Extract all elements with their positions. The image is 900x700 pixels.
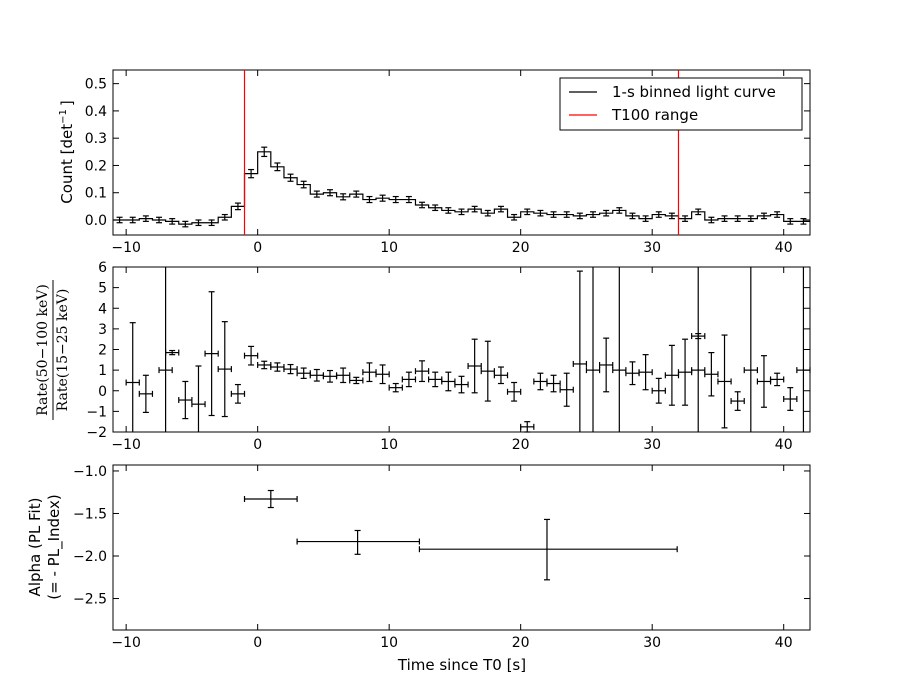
y-tick-label: 0 xyxy=(98,384,107,400)
light-curve-frame xyxy=(112,69,811,236)
x-tick-label: 20 xyxy=(512,240,530,256)
hardness-ratio-ylabel: Rate(50−100 keV) Rate(15−25 keV) xyxy=(35,280,71,420)
x-tick-label: 40 xyxy=(775,240,793,256)
alpha-ticks: −10 0 10 20 30 40 −1.0 −1.5 −2.0 −2.5 xyxy=(73,464,810,651)
y-tick-label: −1.0 xyxy=(73,464,107,480)
y-tick-label: −2.5 xyxy=(73,592,107,608)
x-tick-label: 10 xyxy=(380,635,398,651)
alpha-marks xyxy=(243,489,678,581)
light-curve-marks xyxy=(113,70,810,235)
x-tick-label: 10 xyxy=(380,437,398,453)
alpha-ylabel-line1: Alpha (PL Fit) xyxy=(26,498,44,597)
light-curve-ticks: −10 0 10 20 30 40 0.0 0.1 0.2 0.3 0.4 0.5 xyxy=(85,70,810,256)
alpha-ylabel-line2: (= - PL_Index) xyxy=(45,494,64,599)
light-curve-ylabel: Count [det−1] xyxy=(58,100,76,203)
legend-box xyxy=(559,77,803,131)
x-tick-label: 30 xyxy=(643,635,661,651)
y-tick-label: 0.5 xyxy=(85,77,107,93)
legend-label-t100: T100 range xyxy=(611,106,698,124)
hardness-ratio-marks xyxy=(125,267,811,433)
y-tick-label: −1.5 xyxy=(73,506,107,522)
light-curve-panel: −10 0 10 20 30 40 0.0 0.1 0.2 0.3 0.4 0.5 Count [de… xyxy=(58,69,811,256)
x-tick-label: 0 xyxy=(253,240,262,256)
alpha-panel: −10 0 10 20 30 40 −1.0 −1.5 −2.0 −2.5 Alpha (PL F… xyxy=(26,464,811,674)
x-axis-label: Time since T0 [s] xyxy=(397,656,526,674)
y-tick-label: −1 xyxy=(86,404,107,420)
y-tick-label: 5 xyxy=(98,281,107,297)
hardness-ratio-ylabel-numerator: Rate(50−100 keV) xyxy=(35,284,51,416)
x-tick-label: 40 xyxy=(775,437,793,453)
y-tick-label: −2.0 xyxy=(73,549,107,565)
y-tick-label: 6 xyxy=(98,260,107,276)
y-tick-label: 1 xyxy=(98,363,107,379)
x-tick-label: 30 xyxy=(643,240,661,256)
hardness-ratio-ylabel-denominator: Rate(15−25 keV) xyxy=(55,289,71,412)
x-tick-label: −10 xyxy=(111,437,141,453)
y-tick-label: 0.2 xyxy=(85,158,107,174)
x-tick-label: 20 xyxy=(512,437,530,453)
x-tick-label: 40 xyxy=(775,635,793,651)
y-tick-label: 0.4 xyxy=(85,104,107,120)
y-tick-label: 0.3 xyxy=(85,131,107,147)
x-tick-label: −10 xyxy=(111,240,141,256)
y-tick-label: 4 xyxy=(98,301,107,317)
y-tick-label: −2 xyxy=(86,425,107,441)
x-tick-label: 10 xyxy=(380,240,398,256)
y-tick-label: 2 xyxy=(98,343,107,359)
legend: 1-s binned light curve T100 range xyxy=(559,77,803,131)
y-tick-label: 3 xyxy=(98,322,107,338)
x-tick-label: 0 xyxy=(253,635,262,651)
hardness-ratio-frame xyxy=(112,266,811,433)
alpha-frame xyxy=(112,464,811,631)
y-tick-label: 0.1 xyxy=(85,186,107,202)
y-tick-label: 0.0 xyxy=(85,213,107,229)
x-tick-label: −10 xyxy=(111,635,141,651)
x-tick-label: 30 xyxy=(643,437,661,453)
legend-label-light-curve: 1-s binned light curve xyxy=(612,83,776,101)
x-tick-label: 20 xyxy=(512,635,530,651)
x-tick-label: 0 xyxy=(253,437,262,453)
